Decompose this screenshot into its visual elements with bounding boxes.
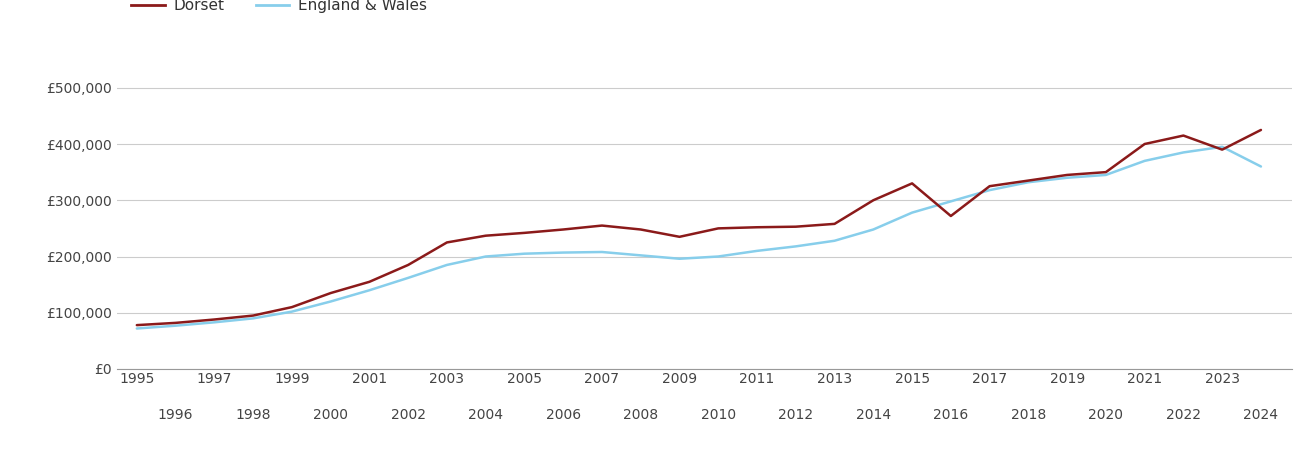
Dorset (1215, 147, 1231, 152)
Dorset (401, 262, 416, 268)
England & Wales (865, 227, 881, 232)
Text: 2018: 2018 (1011, 408, 1047, 422)
Dorset (1137, 141, 1152, 147)
Text: 1996: 1996 (158, 408, 193, 422)
Dorset (168, 320, 184, 325)
Dorset (710, 225, 726, 231)
Dorset (438, 240, 454, 245)
Dorset (788, 224, 804, 230)
Text: 2000: 2000 (313, 408, 348, 422)
England & Wales (633, 253, 649, 258)
Text: 2004: 2004 (468, 408, 504, 422)
England & Wales (1060, 175, 1075, 180)
Dorset (478, 233, 493, 238)
Dorset (206, 317, 222, 322)
England & Wales (1253, 164, 1268, 169)
England & Wales (206, 320, 222, 325)
England & Wales (904, 210, 920, 215)
Text: 2020: 2020 (1088, 408, 1124, 422)
England & Wales (517, 251, 532, 256)
England & Wales (401, 275, 416, 281)
England & Wales (556, 250, 572, 255)
Dorset (245, 313, 261, 318)
England & Wales (129, 326, 145, 331)
Text: 2022: 2022 (1165, 408, 1201, 422)
Dorset (556, 227, 572, 232)
Text: 2002: 2002 (390, 408, 425, 422)
England & Wales (284, 309, 300, 314)
England & Wales (749, 248, 765, 254)
Dorset (517, 230, 532, 236)
England & Wales (1137, 158, 1152, 164)
England & Wales (1021, 180, 1036, 185)
England & Wales (710, 254, 726, 259)
Dorset (284, 304, 300, 310)
Dorset (1021, 178, 1036, 183)
England & Wales (245, 316, 261, 321)
Text: 2016: 2016 (933, 408, 968, 422)
Text: 2010: 2010 (701, 408, 736, 422)
Dorset (129, 322, 145, 328)
Text: 2006: 2006 (545, 408, 581, 422)
Dorset (944, 213, 959, 219)
Legend: Dorset, England & Wales: Dorset, England & Wales (125, 0, 433, 19)
England & Wales (361, 288, 377, 293)
Dorset (1253, 127, 1268, 133)
Dorset (827, 221, 843, 226)
Text: 2012: 2012 (778, 408, 813, 422)
Dorset (361, 279, 377, 284)
Dorset (672, 234, 688, 239)
Dorset (749, 225, 765, 230)
Dorset (1098, 169, 1113, 175)
England & Wales (981, 187, 997, 193)
Line: Dorset: Dorset (137, 130, 1261, 325)
Dorset (1060, 172, 1075, 178)
Dorset (633, 227, 649, 232)
Dorset (981, 184, 997, 189)
Dorset (1176, 133, 1191, 138)
England & Wales (1215, 144, 1231, 149)
Text: 2024: 2024 (1244, 408, 1279, 422)
England & Wales (322, 299, 338, 304)
England & Wales (168, 323, 184, 328)
England & Wales (944, 198, 959, 204)
Text: 2014: 2014 (856, 408, 891, 422)
Text: 1998: 1998 (235, 408, 271, 422)
England & Wales (788, 244, 804, 249)
Dorset (904, 180, 920, 186)
England & Wales (827, 238, 843, 243)
England & Wales (1098, 172, 1113, 178)
England & Wales (1176, 150, 1191, 155)
England & Wales (672, 256, 688, 261)
Dorset (322, 290, 338, 296)
Line: England & Wales: England & Wales (137, 147, 1261, 328)
England & Wales (438, 262, 454, 268)
England & Wales (478, 254, 493, 259)
England & Wales (594, 249, 609, 255)
Text: 2008: 2008 (624, 408, 658, 422)
Dorset (594, 223, 609, 228)
Dorset (865, 198, 881, 203)
